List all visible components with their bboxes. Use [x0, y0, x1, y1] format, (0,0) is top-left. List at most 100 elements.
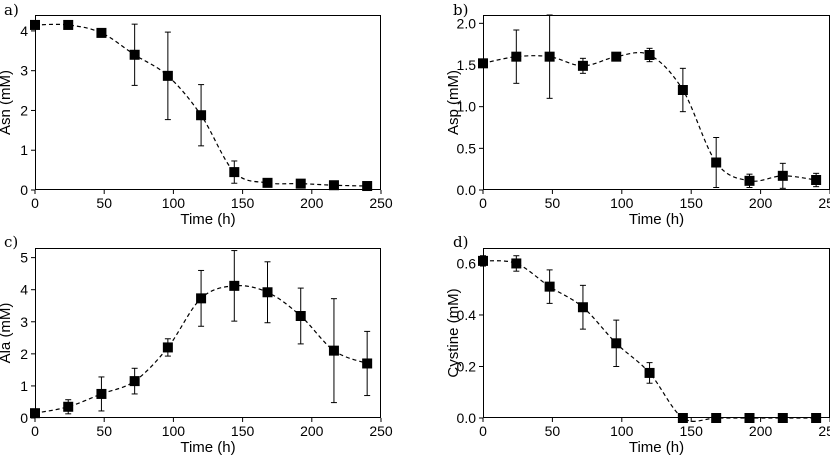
y-tick-label: 3: [20, 63, 28, 79]
x-tick-label: 150: [680, 423, 704, 439]
y-axis-label: Asp (mM): [445, 70, 462, 135]
y-tick-label: 0.2: [457, 358, 477, 374]
data-point: [229, 167, 240, 178]
x-tick-label: 50: [96, 195, 112, 211]
y-tick-label: 0: [20, 182, 28, 198]
data-point: [63, 401, 74, 412]
data-point: [328, 345, 339, 356]
chart-panel-d: 0 50 100 150 200 250 0.0 0.2 0.4 0.6 Time (h) Cysti…: [445, 233, 830, 456]
panel-label: d): [453, 233, 468, 251]
data-point: [196, 110, 207, 121]
y-tick-label: 1.5: [457, 57, 477, 73]
x-tick-label: 250: [818, 195, 830, 211]
data-point: [30, 19, 40, 30]
x-tick-label: 50: [545, 423, 561, 439]
y-tick-label: 4: [20, 282, 28, 298]
data-point: [96, 388, 107, 399]
data-point: [577, 60, 588, 71]
data-point: [544, 51, 555, 62]
x-axis-label: Time (h): [180, 439, 235, 456]
x-tick-label: 100: [610, 195, 634, 211]
x-tick-label: 250: [818, 423, 830, 439]
chart-panel-a: 0 50 100 150 200 250 0 1 2 3 4 Time (h) Asn (mM) a): [0, 1, 393, 228]
y-tick-label: 5: [20, 250, 28, 266]
data-point: [677, 413, 688, 423]
x-tick-label: 250: [369, 423, 393, 439]
y-tick-label: 1: [20, 142, 28, 158]
x-tick-label: 250: [369, 195, 393, 211]
y-tick-label: 0.0: [457, 182, 477, 198]
data-point: [30, 408, 40, 419]
x-tick-label: 0: [479, 423, 487, 439]
data-point: [744, 413, 755, 423]
data-point: [478, 58, 488, 69]
panel-label: b): [453, 1, 468, 19]
data-point: [295, 311, 306, 321]
x-tick-label: 0: [31, 195, 39, 211]
data-point: [196, 293, 207, 304]
data-point: [129, 376, 140, 387]
y-tick-label: 0.6: [457, 255, 477, 271]
panel-label: a): [4, 1, 19, 19]
series-curve: [482, 52, 817, 182]
data-point: [811, 175, 822, 185]
data-point: [362, 358, 373, 369]
x-tick-label: 50: [96, 423, 112, 439]
x-tick-label: 200: [300, 195, 324, 211]
data-point: [644, 50, 655, 60]
data-point: [262, 287, 273, 298]
data-point: [744, 175, 755, 186]
data-point: [162, 70, 173, 81]
data-point: [96, 27, 107, 38]
y-tick-label: 2.0: [457, 15, 477, 31]
data-point: [811, 413, 822, 423]
data-point: [611, 338, 622, 349]
plot-frame: [35, 15, 381, 190]
y-axis-label: Ala (mM): [0, 303, 14, 364]
y-axis-label: Asn (mM): [0, 70, 14, 135]
data-point: [511, 51, 522, 62]
y-tick-label: 2: [20, 102, 28, 118]
data-point: [362, 181, 373, 192]
y-tick-label: 4: [20, 23, 28, 39]
plot-frame: [483, 15, 830, 190]
data-point: [644, 367, 655, 378]
plot-frame: [483, 248, 830, 418]
data-point: [129, 49, 140, 60]
data-point: [262, 177, 273, 188]
data-point: [229, 280, 240, 291]
panel-label: c): [4, 233, 18, 251]
chart-panel-c: 0 50 100 150 200 250 0 1 2 3 4 5 Time (h) Ala (mM) c): [0, 233, 393, 456]
y-tick-label: 2: [20, 346, 28, 362]
x-tick-label: 0: [31, 423, 39, 439]
y-tick-label: 1.0: [457, 99, 477, 115]
data-point: [162, 342, 173, 353]
y-tick-label: 0.5: [457, 140, 477, 156]
x-tick-label: 200: [749, 195, 773, 211]
data-point: [711, 413, 722, 423]
series-curve: [482, 260, 817, 422]
data-point: [544, 281, 555, 292]
x-tick-label: 50: [545, 195, 561, 211]
plot-frame: [35, 248, 381, 418]
x-axis-label: Time (h): [629, 439, 684, 456]
data-point: [677, 85, 688, 95]
y-tick-label: 0.4: [457, 307, 477, 323]
data-point: [577, 302, 588, 313]
data-point: [777, 170, 788, 181]
x-axis-label: Time (h): [629, 211, 684, 228]
y-tick-label: 0.0: [457, 410, 477, 426]
data-point: [478, 255, 488, 266]
x-tick-label: 150: [231, 195, 255, 211]
x-tick-label: 100: [162, 423, 186, 439]
x-tick-label: 100: [162, 195, 186, 211]
data-point: [611, 51, 622, 62]
y-axis-label: Cystine (mM): [445, 288, 462, 377]
y-tick-label: 0: [20, 410, 28, 426]
data-point: [328, 180, 339, 191]
x-tick-label: 150: [231, 423, 255, 439]
x-axis-label: Time (h): [180, 211, 235, 228]
x-tick-label: 0: [479, 195, 487, 211]
data-point: [511, 258, 522, 269]
